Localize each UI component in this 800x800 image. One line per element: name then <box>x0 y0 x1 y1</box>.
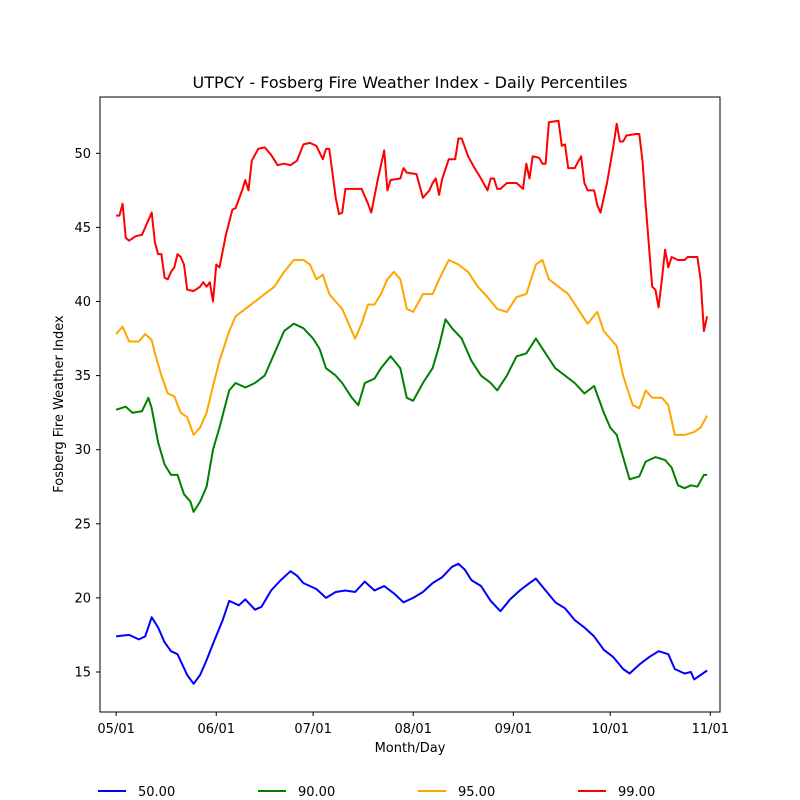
chart-title: UTPCY - Fosberg Fire Weather Index - Dai… <box>193 73 628 92</box>
x-tick-label: 06/01 <box>198 722 235 737</box>
y-tick-label: 45 <box>74 221 91 236</box>
legend-entry: 95.00 <box>458 785 495 800</box>
x-tick-label: 08/01 <box>394 722 431 737</box>
series-line-50.00 <box>115 562 708 685</box>
plot-frame <box>99 96 721 713</box>
y-axis: 15 20 25 30 35 40 45 50 <box>74 147 100 680</box>
y-tick-label: 15 <box>74 665 91 680</box>
x-axis: 05/01 06/01 07/01 08/01 09/01 10/01 11/01 <box>97 712 729 737</box>
y-tick-label: 20 <box>74 591 91 606</box>
x-tick-label: 05/01 <box>97 722 134 737</box>
plot-area <box>115 119 709 685</box>
legend-entry: 90.00 <box>298 785 335 800</box>
y-tick-label: 35 <box>74 369 91 384</box>
legend: 50.00 90.00 95.00 99.00 <box>98 785 655 800</box>
series-line-90.00 <box>115 318 708 513</box>
legend-entry: 99.00 <box>618 785 655 800</box>
series-line-95.00 <box>115 259 708 436</box>
y-tick-label: 30 <box>74 443 91 458</box>
x-tick-label: 09/01 <box>495 722 532 737</box>
series-line-99.00 <box>116 119 709 333</box>
x-axis-label: Month/Day <box>375 741 446 756</box>
y-tick-label: 25 <box>74 517 91 532</box>
x-tick-label: 07/01 <box>294 722 331 737</box>
legend-entry: 50.00 <box>138 785 175 800</box>
y-tick-label: 40 <box>74 295 91 310</box>
x-tick-label: 10/01 <box>591 722 628 737</box>
y-tick-label: 50 <box>74 147 91 162</box>
y-axis-label: Fosberg Fire Weather Index <box>52 315 67 493</box>
x-tick-label: 11/01 <box>692 722 729 737</box>
